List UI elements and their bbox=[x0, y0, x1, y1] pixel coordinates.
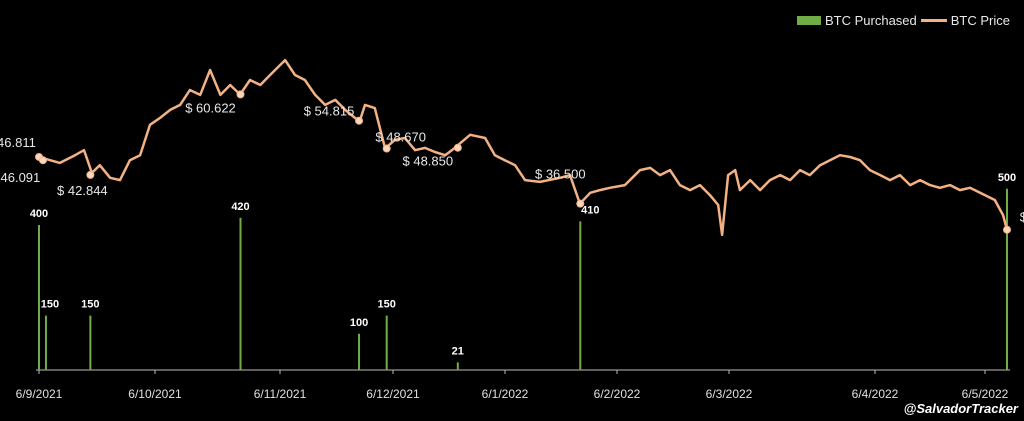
x-tick-label: 6/9/2021 bbox=[16, 387, 63, 401]
purchase-bar-label: 500 bbox=[998, 172, 1016, 184]
purchase-bar bbox=[239, 217, 242, 370]
purchase-bar-label: 21 bbox=[452, 345, 464, 357]
watermark: @SalvadorTracker bbox=[903, 401, 1018, 416]
purchase-bar-label: 400 bbox=[30, 208, 48, 220]
price-marker-label: $ 54.815 bbox=[304, 104, 355, 119]
x-tick-label: 6/12/2021 bbox=[366, 387, 420, 401]
price-marker bbox=[382, 144, 391, 153]
price-marker-label: $ 46.091 bbox=[0, 170, 40, 185]
x-tick-label: 6/2/2022 bbox=[594, 387, 641, 401]
purchase-bar-label: 150 bbox=[378, 299, 396, 311]
price-marker bbox=[355, 116, 364, 125]
price-marker-label: $ 42.844 bbox=[57, 183, 108, 198]
price-marker-label: $ 48.670 bbox=[375, 130, 426, 145]
purchase-bar-label: 100 bbox=[350, 317, 368, 329]
legend-swatch-price bbox=[920, 19, 947, 22]
legend-label-price: BTC Price bbox=[950, 13, 1010, 28]
legend-swatch-purchased bbox=[797, 16, 821, 25]
price-marker bbox=[1003, 225, 1011, 234]
price-marker bbox=[576, 199, 585, 208]
legend: BTC Purchased BTC Price bbox=[797, 13, 1010, 28]
price-marker-label: $ 30.744 bbox=[1020, 210, 1024, 225]
purchase-bar bbox=[579, 221, 582, 370]
purchase-bar bbox=[456, 362, 459, 370]
price-marker bbox=[86, 170, 95, 179]
x-tick-label: 6/11/2021 bbox=[254, 387, 307, 401]
price-marker bbox=[453, 143, 462, 152]
purchase-bar bbox=[38, 225, 40, 370]
price-line bbox=[38, 58, 1009, 237]
purchase-bar-label: 420 bbox=[231, 201, 249, 213]
price-marker-label: $ 60.622 bbox=[185, 100, 236, 115]
x-tick-label: 6/10/2021 bbox=[128, 387, 182, 401]
x-tick-label: 6/1/2022 bbox=[482, 387, 529, 401]
purchase-bar-label: 150 bbox=[81, 299, 99, 311]
price-marker bbox=[236, 90, 245, 99]
x-tick-label: 6/5/2022 bbox=[962, 387, 1009, 401]
legend-label-purchased: BTC Purchased bbox=[825, 13, 917, 28]
price-marker bbox=[38, 156, 47, 165]
purchase-bar bbox=[1006, 188, 1008, 370]
purchase-bar-label: 410 bbox=[581, 204, 599, 216]
purchase-bar bbox=[358, 333, 361, 370]
purchase-bar bbox=[44, 315, 47, 370]
purchase-bar bbox=[385, 315, 388, 370]
x-tick-label: 6/4/2022 bbox=[852, 387, 899, 401]
price-marker-label: $ 46.811 bbox=[0, 135, 36, 150]
price-marker-label: $ 36.500 bbox=[535, 167, 586, 182]
purchase-bar-label: 150 bbox=[41, 299, 59, 311]
price-marker-label: $ 48.850 bbox=[403, 154, 454, 169]
x-tick-label: 6/3/2022 bbox=[706, 387, 753, 401]
purchase-bar bbox=[89, 315, 92, 370]
